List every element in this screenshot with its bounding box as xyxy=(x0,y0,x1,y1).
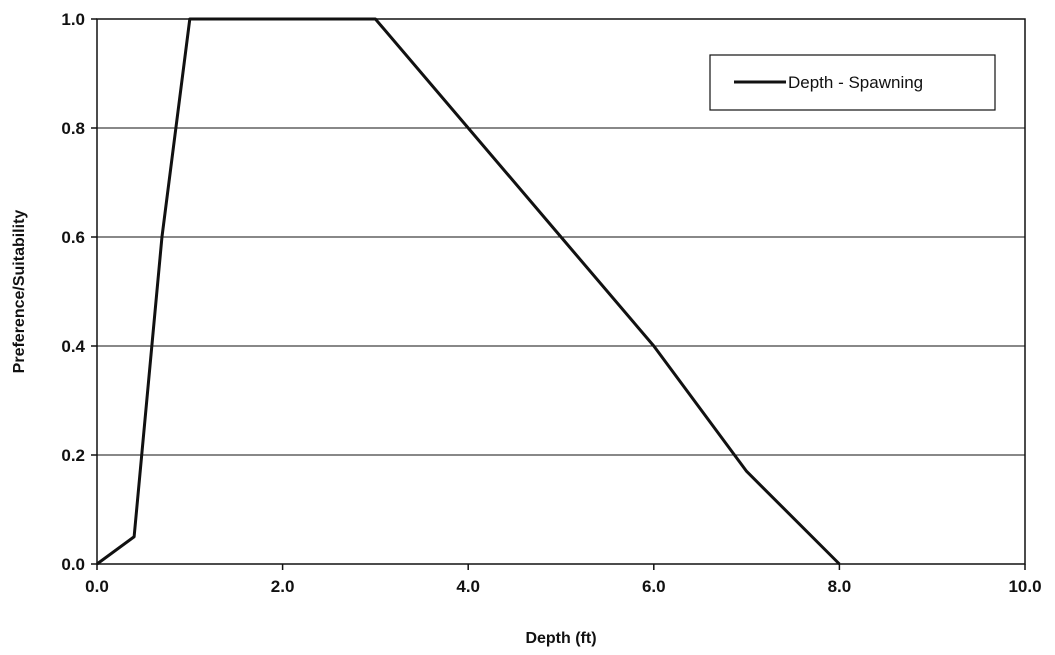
legend: Depth - Spawning xyxy=(709,54,996,111)
series-line-0 xyxy=(96,17,841,566)
grid-lines xyxy=(97,127,1025,456)
x-tick-label-2: 4.0 xyxy=(456,577,480,596)
y-axis-title: Preference/Suitability xyxy=(11,210,28,374)
y-tick-label-0: 0.0 xyxy=(61,555,85,574)
x-tick-label-1: 2.0 xyxy=(271,577,295,596)
x-tick-label-0: 0.0 xyxy=(85,577,109,596)
y-tick-label-3: 0.6 xyxy=(61,228,85,247)
y-tick-label-2: 0.4 xyxy=(61,337,85,356)
y-tick-label-1: 0.2 xyxy=(61,446,85,465)
y-tick-label-5: 1.0 xyxy=(61,10,85,29)
x-tick-label-4: 8.0 xyxy=(828,577,852,596)
y-tick-label-4: 0.8 xyxy=(61,119,85,138)
series-layer xyxy=(96,17,841,566)
axis-ticks: 0.0 0.2 0.4 0.6 0.8 1.0 0.0 2.0 4.0 6.0 8.0 10.0 xyxy=(61,10,1041,596)
x-tick-label-5: 10.0 xyxy=(1008,577,1041,596)
x-axis-title: Depth (ft) xyxy=(525,630,596,647)
plot-area xyxy=(96,18,1026,565)
legend-label-depth-spawning: Depth - Spawning xyxy=(788,73,923,92)
x-tick-label-3: 6.0 xyxy=(642,577,666,596)
